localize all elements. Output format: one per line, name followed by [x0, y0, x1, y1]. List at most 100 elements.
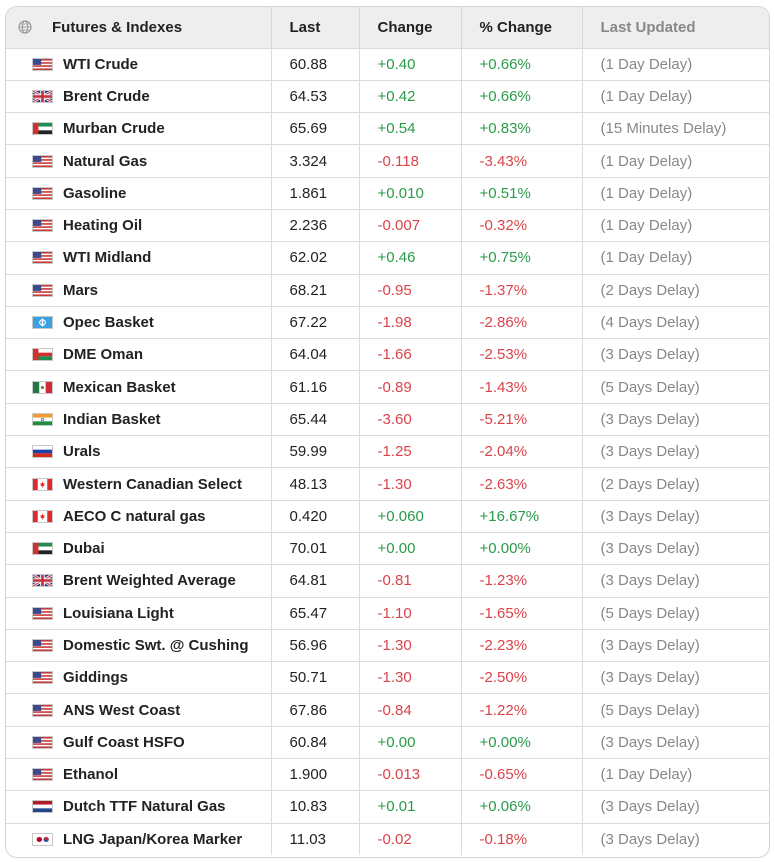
instrument-name[interactable]: WTI Crude	[63, 55, 138, 73]
pct-change-value: -3.43%	[461, 144, 583, 178]
table-row[interactable]: Domestic Swt. @ Cushing 56.96 -1.30 -2.23%(…	[6, 628, 769, 662]
instrument-name[interactable]: WTI Midland	[63, 249, 152, 267]
header-last-updated[interactable]: Last Updated	[600, 18, 696, 36]
instrument-name-cell[interactable]: Urals	[6, 435, 272, 468]
last-price: 64.04	[271, 338, 360, 371]
instrument-name[interactable]: LNG Japan/Korea Marker	[63, 831, 243, 849]
last-updated-value: (3 Days Delay)	[582, 338, 769, 371]
header-change[interactable]: Change	[359, 7, 462, 48]
table-row[interactable]: WTI Crude 60.88 +0.40 +0.66% (1 Day Delay)	[6, 47, 769, 81]
instrument-name[interactable]: Mars	[63, 281, 99, 299]
instrument-name[interactable]: Natural Gas	[63, 152, 148, 170]
table-row[interactable]: Indian Basket 65.44 -3.60 -5.21% (3 Days Del…	[6, 402, 769, 436]
instrument-name-cell[interactable]: DME Oman	[6, 338, 272, 371]
table-row[interactable]: Brent Weighted Average 64.81 -0.81 -1.23% (3…	[6, 564, 769, 598]
instrument-name[interactable]: DME Oman	[63, 346, 144, 364]
instrument-name[interactable]: Giddings	[63, 669, 128, 687]
instrument-name[interactable]: Gulf Coast HSFO	[63, 733, 185, 751]
instrument-name[interactable]: Brent Crude	[63, 87, 150, 105]
instrument-name-cell[interactable]: Western Canadian Select	[6, 467, 272, 501]
table-row[interactable]: Brent Crude 64.53 +0.42 +0.66% (1 Day Delay)	[6, 79, 769, 113]
pct-change-value: +0.66%	[461, 47, 583, 81]
instrument-name[interactable]: Murban Crude	[63, 120, 165, 138]
instrument-name-cell[interactable]: Mexican Basket	[6, 370, 272, 404]
table-row[interactable]: Mars 68.21 -0.95 -1.37% (2 Days Delay)	[6, 273, 769, 307]
instrument-name[interactable]: Gasoline	[63, 184, 127, 202]
last-price: 1.900	[271, 758, 360, 791]
instrument-name-cell[interactable]: Mars	[6, 273, 272, 307]
table-row[interactable]: Giddings 50.71 -1.30 -2.50% (3 Days Delay)	[6, 661, 769, 694]
last-updated-value: (2 Days Delay)	[582, 273, 769, 307]
table-row[interactable]: Natural Gas 3.324 -0.118 -3.43% (1 Day Delay…	[6, 144, 769, 178]
table-row[interactable]: Heating Oil 2.236 -0.007 -0.32% (1 Day Delay…	[6, 208, 769, 242]
instrument-name[interactable]: Western Canadian Select	[63, 475, 242, 493]
table-row[interactable]: Urals 59.99 -1.25 -2.04% (3 Days Delay)	[6, 435, 769, 468]
header-name[interactable]: Futures & Indexes	[6, 7, 272, 48]
instrument-name-cell[interactable]: Opec Basket	[6, 305, 272, 339]
table-row[interactable]: Western Canadian Select 48.13 -1.30 -2.63%(…	[6, 467, 769, 501]
table-row[interactable]: Gulf Coast HSFO 60.84 +0.00 +0.00% (3 Days D…	[6, 725, 769, 759]
instrument-name-cell[interactable]: Heating Oil	[6, 208, 272, 242]
table-row[interactable]: LNG Japan/Korea Marker 11.03 -0.02 -0.18% (3…	[6, 822, 769, 856]
header-pct-change[interactable]: % Change	[461, 7, 583, 48]
instrument-name[interactable]: AECO C natural gas	[63, 507, 206, 525]
pct-change-value: +0.51%	[461, 176, 583, 210]
change-value: +0.00	[359, 725, 462, 759]
table-row[interactable]: AECO C natural gas 0.420 +0.060 +16.67% (3 D…	[6, 499, 769, 533]
last-price: 60.88	[271, 47, 360, 81]
table-row[interactable]: WTI Midland 62.02 +0.46 +0.75% (1 Day Delay)	[6, 241, 769, 275]
instrument-name[interactable]: Mexican Basket	[63, 378, 176, 396]
instrument-name-cell[interactable]: Natural Gas	[6, 144, 272, 178]
instrument-name[interactable]: Dutch TTF Natural Gas	[63, 798, 226, 816]
instrument-name-cell[interactable]: Gulf Coast HSFO	[6, 725, 272, 759]
change-value: +0.40	[359, 47, 462, 81]
instrument-name[interactable]: Ethanol	[63, 766, 118, 784]
instrument-name-cell[interactable]: Giddings	[6, 661, 272, 694]
instrument-name-cell[interactable]: Domestic Swt. @ Cushing	[6, 628, 272, 662]
table-row[interactable]: ANS West Coast 67.86 -0.84 -1.22% (5 Days De…	[6, 693, 769, 727]
table-row[interactable]: Dubai 70.01 +0.00 +0.00% (3 Days Delay)	[6, 531, 769, 565]
pct-change-value: -1.65%	[461, 596, 583, 630]
instrument-name[interactable]: Urals	[63, 443, 101, 461]
last-price: 10.83	[271, 790, 360, 824]
instrument-name-cell[interactable]: Ethanol	[6, 758, 272, 791]
instrument-name-cell[interactable]: WTI Midland	[6, 241, 272, 275]
instrument-name-cell[interactable]: Dutch TTF Natural Gas	[6, 790, 272, 824]
instrument-name[interactable]: Dubai	[63, 540, 105, 558]
japan-korea-flag-icon	[32, 833, 53, 847]
instrument-name-cell[interactable]: Murban Crude	[6, 112, 272, 145]
table-row[interactable]: Gasoline 1.861 +0.010 +0.51% (1 Day Delay)	[6, 176, 769, 210]
instrument-name-cell[interactable]: ANS West Coast	[6, 693, 272, 727]
table-row[interactable]: Murban Crude 65.69 +0.54 +0.83% (15 Minutes …	[6, 112, 769, 145]
table-row[interactable]: Ethanol 1.900 -0.013 -0.65% (1 Day Delay)	[6, 758, 769, 791]
instrument-name-cell[interactable]: AECO C natural gas	[6, 499, 272, 533]
table-row[interactable]: Dutch TTF Natural Gas 10.83 +0.01 +0.06% (3 …	[6, 790, 769, 824]
table-row[interactable]: Mexican Basket 61.16 -0.89 -1.43% (5 Days De…	[6, 370, 769, 404]
instrument-name[interactable]: Heating Oil	[63, 217, 143, 235]
instrument-name-cell[interactable]: Brent Crude	[6, 79, 272, 113]
instrument-name[interactable]: Domestic Swt. @ Cushing	[63, 636, 249, 654]
table-row[interactable]: Opec Basket 67.22 -1.98 -2.86% (4 Days Delay…	[6, 305, 769, 339]
russia-flag-icon	[32, 445, 53, 459]
instrument-name[interactable]: Louisiana Light	[63, 604, 174, 622]
instrument-name-cell[interactable]: Indian Basket	[6, 402, 272, 436]
change-value: -0.81	[359, 564, 462, 598]
last-price: 62.02	[271, 241, 360, 275]
instrument-name[interactable]: Brent Weighted Average	[63, 572, 236, 590]
instrument-name-cell[interactable]: Gasoline	[6, 176, 272, 210]
instrument-name-cell[interactable]: Brent Weighted Average	[6, 564, 272, 598]
table-body: WTI Crude 60.88 +0.40 +0.66% (1 Day Delay) Br…	[6, 47, 769, 856]
instrument-name[interactable]: Opec Basket	[63, 314, 154, 332]
last-price: 65.47	[271, 596, 360, 630]
pct-change-value: -2.86%	[461, 305, 583, 339]
table-row[interactable]: Louisiana Light 65.47 -1.10 -1.65% (5 Days D…	[6, 596, 769, 630]
table-row[interactable]: DME Oman 64.04 -1.66 -2.53% (3 Days Delay)	[6, 338, 769, 371]
instrument-name[interactable]: ANS West Coast	[63, 701, 181, 719]
instrument-name[interactable]: Indian Basket	[63, 410, 161, 428]
instrument-name-cell[interactable]: WTI Crude	[6, 47, 272, 81]
uk-flag-icon	[32, 89, 53, 103]
header-last[interactable]: Last	[271, 7, 360, 48]
instrument-name-cell[interactable]: Louisiana Light	[6, 596, 272, 630]
instrument-name-cell[interactable]: Dubai	[6, 531, 272, 565]
instrument-name-cell[interactable]: LNG Japan/Korea Marker	[6, 822, 272, 856]
